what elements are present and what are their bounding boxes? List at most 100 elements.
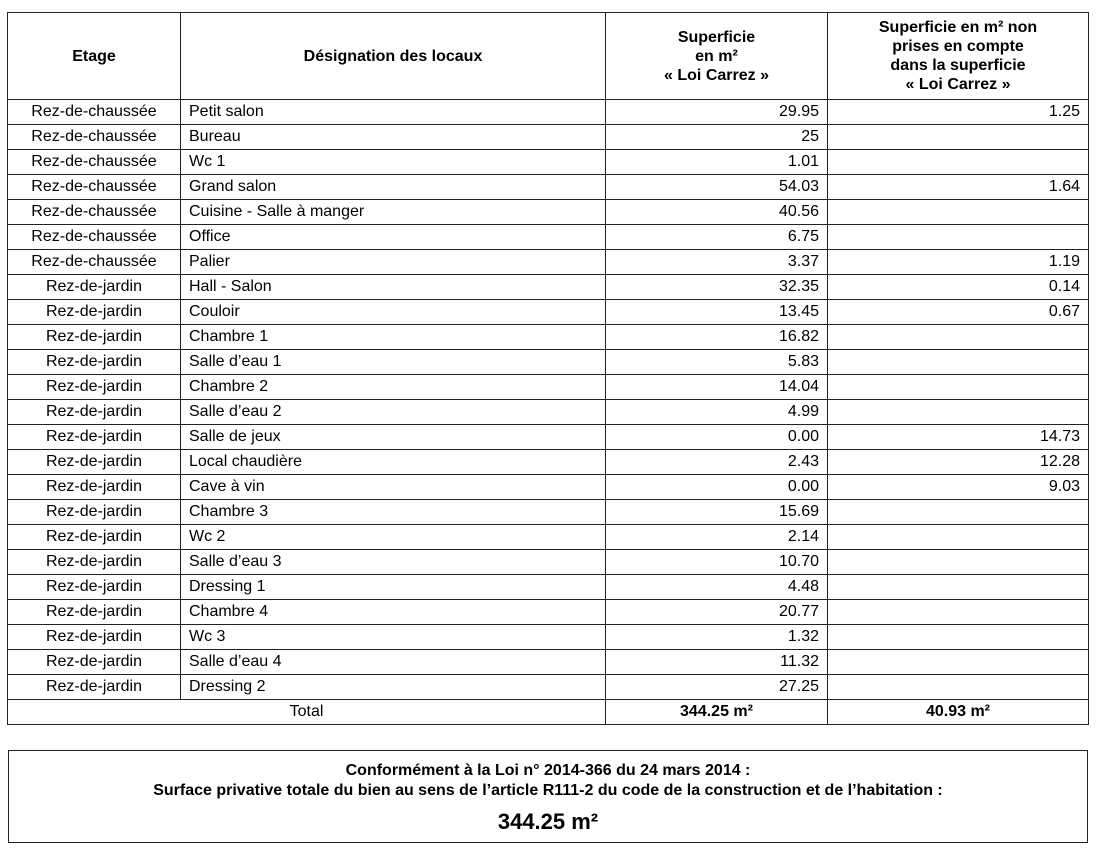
cell-non-carrez: [827, 599, 1089, 625]
cell-etage: Rez-de-chaussée: [7, 199, 181, 225]
table-row: Rez-de-jardin Chambre 1 16.82: [7, 324, 1089, 350]
cell-carrez: 32.35: [605, 274, 828, 300]
header-etage: Etage: [7, 12, 181, 100]
cell-non-carrez: 12.28: [827, 449, 1089, 475]
summary-total: 344.25 m²: [497, 809, 599, 834]
cell-etage: Rez-de-jardin: [7, 674, 181, 700]
cell-non-carrez: [827, 499, 1089, 525]
cell-non-carrez: [827, 524, 1089, 550]
cell-designation: Salle de jeux: [180, 424, 606, 450]
table-row: Rez-de-jardin Hall - Salon 32.35 0.14: [7, 274, 1089, 300]
cell-etage: Rez-de-jardin: [7, 624, 181, 650]
cell-carrez: 3.37: [605, 249, 828, 275]
table-row: Rez-de-chaussée Wc 1 1.01: [7, 149, 1089, 175]
table-row: Rez-de-jardin Couloir 13.45 0.67: [7, 299, 1089, 325]
cell-etage: Rez-de-jardin: [7, 549, 181, 575]
cell-designation: Salle d’eau 2: [180, 399, 606, 425]
cell-etage: Rez-de-jardin: [7, 274, 181, 300]
cell-carrez: 14.04: [605, 374, 828, 400]
cell-carrez: 15.69: [605, 499, 828, 525]
table-row: Rez-de-chaussée Palier 3.37 1.19: [7, 249, 1089, 275]
table-row: Rez-de-jardin Salle d’eau 2 4.99: [7, 399, 1089, 425]
table-row: Rez-de-jardin Chambre 2 14.04: [7, 374, 1089, 400]
cell-carrez: 2.43: [605, 449, 828, 475]
table-row: Rez-de-jardin Cave à vin 0.00 9.03: [7, 474, 1089, 500]
table-row: Rez-de-chaussée Office 6.75: [7, 224, 1089, 250]
cell-non-carrez: 0.14: [827, 274, 1089, 300]
table-row: Rez-de-jardin Chambre 3 15.69: [7, 499, 1089, 525]
cell-etage: Rez-de-jardin: [7, 299, 181, 325]
cell-etage: Rez-de-jardin: [7, 399, 181, 425]
cell-etage: Rez-de-jardin: [7, 474, 181, 500]
table-row: Rez-de-jardin Local chaudière 2.43 12.28: [7, 449, 1089, 475]
cell-etage: Rez-de-chaussée: [7, 99, 181, 125]
table-row: Rez-de-jardin Dressing 2 27.25: [7, 674, 1089, 700]
header-carrez-line: en m²: [695, 47, 738, 65]
total-row: Total 344.25 m² 40.93 m²: [7, 699, 1089, 725]
cell-non-carrez: [827, 349, 1089, 375]
table-header-row: Etage Désignation des locaux Superficie …: [7, 12, 1089, 100]
cell-carrez: 27.25: [605, 674, 828, 700]
table-row: Rez-de-jardin Chambre 4 20.77: [7, 599, 1089, 625]
cell-designation: Wc 1: [180, 149, 606, 175]
cell-designation: Salle d’eau 1: [180, 349, 606, 375]
cell-etage: Rez-de-jardin: [7, 374, 181, 400]
table-row: Rez-de-jardin Wc 3 1.32: [7, 624, 1089, 650]
cell-designation: Chambre 2: [180, 374, 606, 400]
cell-designation: Couloir: [180, 299, 606, 325]
header-non-carrez-line: dans la superficie: [890, 57, 1026, 74]
cell-etage: Rez-de-chaussée: [7, 174, 181, 200]
cell-carrez: 2.14: [605, 524, 828, 550]
cell-non-carrez: [827, 149, 1089, 175]
cell-carrez: 16.82: [605, 324, 828, 350]
cell-non-carrez: 1.64: [827, 174, 1089, 200]
cell-designation: Local chaudière: [180, 449, 606, 475]
cell-non-carrez: [827, 224, 1089, 250]
cell-etage: Rez-de-chaussée: [7, 224, 181, 250]
cell-designation: Wc 3: [180, 624, 606, 650]
cell-carrez: 4.48: [605, 574, 828, 600]
cell-designation: Office: [180, 224, 606, 250]
cell-non-carrez: [827, 324, 1089, 350]
cell-non-carrez: [827, 574, 1089, 600]
header-non-carrez-line: Superficie en m² non: [878, 19, 1038, 36]
cell-designation: Salle d’eau 3: [180, 549, 606, 575]
total-label: Total: [7, 699, 606, 725]
cell-non-carrez: 9.03: [827, 474, 1089, 500]
table-row: Rez-de-jardin Salle d’eau 3 10.70: [7, 549, 1089, 575]
summary-description: Surface privative totale du bien au sens…: [153, 782, 943, 799]
cell-carrez: 10.70: [605, 549, 828, 575]
cell-carrez: 20.77: [605, 599, 828, 625]
header-non-carrez-line: « Loi Carrez »: [905, 76, 1011, 93]
cell-carrez: 40.56: [605, 199, 828, 225]
cell-etage: Rez-de-jardin: [7, 324, 181, 350]
cell-designation: Chambre 4: [180, 599, 606, 625]
cell-carrez: 5.83: [605, 349, 828, 375]
cell-carrez: 0.00: [605, 424, 828, 450]
total-carrez: 344.25 m²: [605, 699, 828, 725]
cell-designation: Dressing 2: [180, 674, 606, 700]
cell-designation: Hall - Salon: [180, 274, 606, 300]
cell-etage: Rez-de-jardin: [7, 424, 181, 450]
table-row: Rez-de-chaussée Grand salon 54.03 1.64: [7, 174, 1089, 200]
cell-designation: Dressing 1: [180, 574, 606, 600]
table-row: Rez-de-chaussée Bureau 25: [7, 124, 1089, 150]
table-row: Rez-de-chaussée Petit salon 29.95 1.25: [7, 99, 1089, 125]
table-row: Rez-de-jardin Salle d’eau 1 5.83: [7, 349, 1089, 375]
cell-carrez: 1.32: [605, 624, 828, 650]
summary-law: Conformément à la Loi n° 2014-366 du 24 …: [345, 762, 751, 779]
cell-carrez: 29.95: [605, 99, 828, 125]
cell-etage: Rez-de-chaussée: [7, 124, 181, 150]
header-carrez: Superficie en m² « Loi Carrez »: [605, 12, 828, 100]
surface-table: Etage Désignation des locaux Superficie …: [7, 12, 1089, 725]
cell-non-carrez: [827, 399, 1089, 425]
cell-carrez: 25: [605, 124, 828, 150]
cell-designation: Chambre 1: [180, 324, 606, 350]
cell-non-carrez: [827, 374, 1089, 400]
cell-non-carrez: [827, 199, 1089, 225]
cell-etage: Rez-de-chaussée: [7, 249, 181, 275]
cell-carrez: 4.99: [605, 399, 828, 425]
cell-designation: Cuisine - Salle à manger: [180, 199, 606, 225]
table-body: Rez-de-chaussée Petit salon 29.95 1.25 Rez-d…: [7, 99, 1089, 700]
cell-carrez: 13.45: [605, 299, 828, 325]
